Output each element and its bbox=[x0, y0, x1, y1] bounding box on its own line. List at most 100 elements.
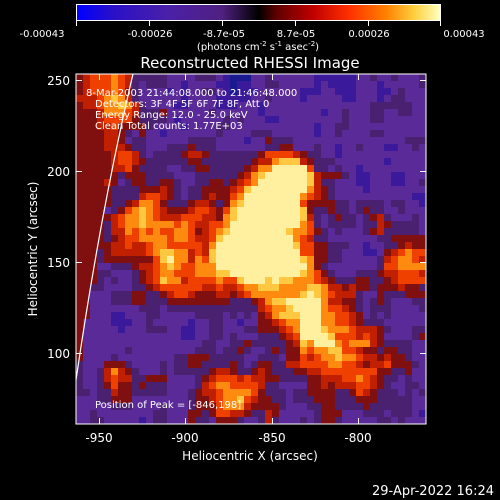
image-pixel bbox=[286, 221, 293, 228]
image-pixel bbox=[111, 172, 118, 179]
image-pixel bbox=[230, 158, 237, 165]
image-pixel bbox=[328, 165, 335, 172]
image-pixel bbox=[349, 102, 356, 109]
image-pixel bbox=[419, 382, 426, 389]
image-pixel bbox=[76, 221, 83, 228]
image-pixel bbox=[202, 284, 209, 291]
image-pixel bbox=[328, 319, 335, 326]
image-pixel bbox=[160, 165, 167, 172]
image-pixel bbox=[328, 340, 335, 347]
image-pixel bbox=[181, 109, 188, 116]
image-pixel bbox=[167, 137, 174, 144]
image-pixel bbox=[237, 221, 244, 228]
image-pixel bbox=[104, 186, 111, 193]
image-pixel bbox=[342, 389, 349, 396]
image-pixel bbox=[384, 102, 391, 109]
image-pixel bbox=[356, 389, 363, 396]
image-pixel bbox=[104, 403, 111, 410]
image-pixel bbox=[188, 95, 195, 102]
image-pixel bbox=[125, 277, 132, 284]
image-pixel bbox=[237, 270, 244, 277]
image-pixel bbox=[139, 81, 146, 88]
image-pixel bbox=[111, 389, 118, 396]
image-pixel bbox=[223, 347, 230, 354]
image-pixel bbox=[328, 375, 335, 382]
image-pixel bbox=[370, 368, 377, 375]
image-pixel bbox=[384, 298, 391, 305]
image-pixel bbox=[412, 109, 419, 116]
image-pixel bbox=[286, 298, 293, 305]
image-pixel bbox=[419, 179, 426, 186]
image-pixel bbox=[356, 410, 363, 417]
image-pixel bbox=[279, 298, 286, 305]
image-pixel bbox=[202, 417, 209, 424]
image-pixel bbox=[272, 221, 279, 228]
image-pixel bbox=[160, 270, 167, 277]
image-pixel bbox=[286, 158, 293, 165]
image-pixel bbox=[111, 270, 118, 277]
image-pixel bbox=[300, 277, 307, 284]
image-pixel bbox=[419, 326, 426, 333]
image-pixel bbox=[111, 123, 118, 130]
image-pixel bbox=[356, 228, 363, 235]
image-pixel bbox=[342, 256, 349, 263]
image-pixel bbox=[321, 95, 328, 102]
image-pixel bbox=[223, 396, 230, 403]
image-pixel bbox=[97, 256, 104, 263]
image-pixel bbox=[349, 123, 356, 130]
image-pixel bbox=[104, 137, 111, 144]
image-pixel bbox=[314, 172, 321, 179]
image-pixel bbox=[209, 319, 216, 326]
image-pixel bbox=[104, 249, 111, 256]
image-pixel bbox=[279, 186, 286, 193]
image-pixel bbox=[244, 354, 251, 361]
image-pixel bbox=[363, 109, 370, 116]
image-pixel bbox=[363, 368, 370, 375]
image-pixel bbox=[370, 200, 377, 207]
image-pixel bbox=[118, 263, 125, 270]
image-pixel bbox=[384, 368, 391, 375]
image-pixel bbox=[335, 270, 342, 277]
image-pixel bbox=[370, 123, 377, 130]
image-pixel bbox=[97, 137, 104, 144]
image-pixel bbox=[363, 151, 370, 158]
image-pixel bbox=[370, 137, 377, 144]
image-pixel bbox=[398, 354, 405, 361]
image-pixel bbox=[398, 200, 405, 207]
image-pixel bbox=[118, 347, 125, 354]
image-pixel bbox=[363, 403, 370, 410]
image-pixel bbox=[146, 102, 153, 109]
image-pixel bbox=[111, 74, 118, 81]
image-pixel bbox=[251, 186, 258, 193]
image-pixel bbox=[279, 88, 286, 95]
image-pixel bbox=[188, 249, 195, 256]
image-pixel bbox=[104, 151, 111, 158]
image-pixel bbox=[265, 298, 272, 305]
image-pixel bbox=[363, 123, 370, 130]
image-pixel bbox=[174, 256, 181, 263]
image-pixel bbox=[412, 354, 419, 361]
image-pixel bbox=[76, 249, 83, 256]
image-pixel bbox=[391, 235, 398, 242]
image-pixel bbox=[132, 102, 139, 109]
image-pixel bbox=[272, 270, 279, 277]
image-pixel bbox=[356, 137, 363, 144]
image-pixel bbox=[391, 403, 398, 410]
image-pixel bbox=[265, 95, 272, 102]
image-pixel bbox=[384, 200, 391, 207]
image-pixel bbox=[321, 214, 328, 221]
image-pixel bbox=[97, 186, 104, 193]
image-pixel bbox=[279, 333, 286, 340]
image-pixel bbox=[279, 235, 286, 242]
image-pixel bbox=[181, 277, 188, 284]
image-pixel bbox=[83, 368, 90, 375]
image-pixel bbox=[335, 382, 342, 389]
image-pixel bbox=[174, 396, 181, 403]
image-pixel bbox=[251, 312, 258, 319]
image-pixel bbox=[258, 277, 265, 284]
image-pixel bbox=[349, 403, 356, 410]
image-pixel bbox=[328, 326, 335, 333]
image-pixel bbox=[181, 375, 188, 382]
image-pixel bbox=[195, 305, 202, 312]
image-pixel bbox=[251, 340, 258, 347]
